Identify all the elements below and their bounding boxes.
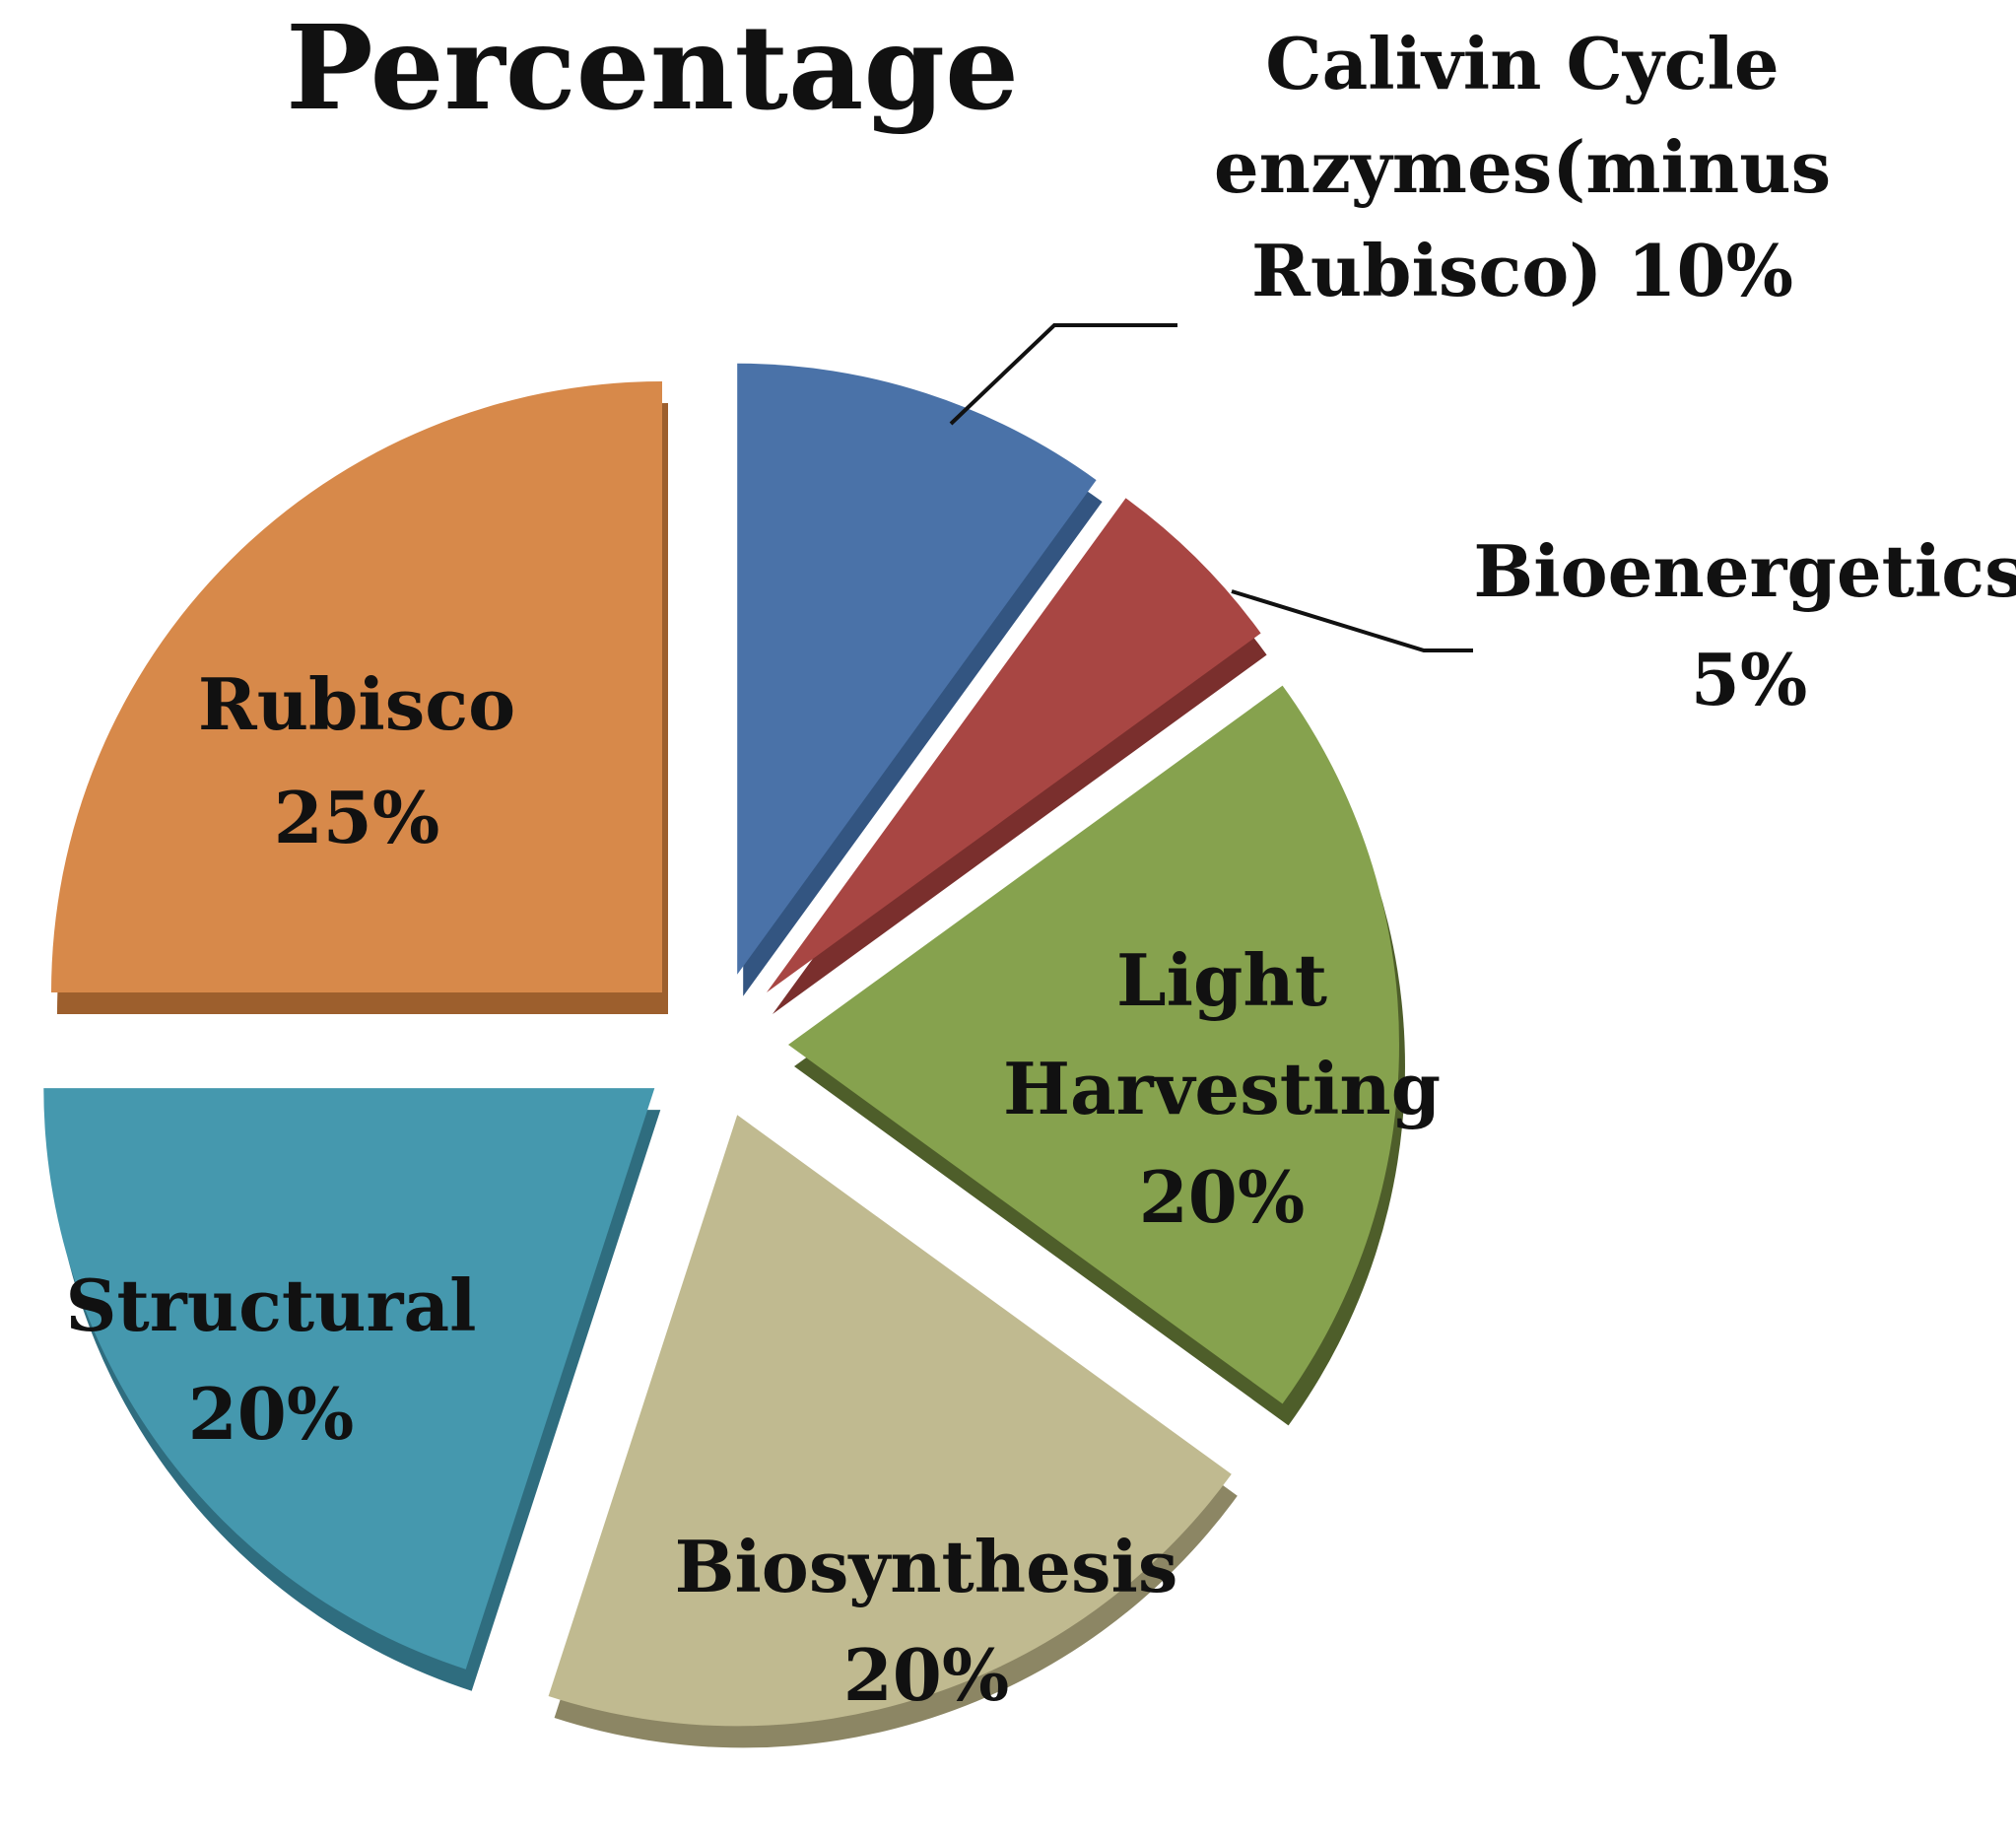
leader-line-2: [1231, 589, 1473, 652]
slice-label-5-line-2: 20%: [188, 1372, 355, 1456]
slice-label-4-line-1: Biosynthesis: [675, 1525, 1178, 1608]
leader-lines-layer: [949, 323, 1473, 652]
pie-slice-6: [51, 381, 662, 992]
pie-slice-2: [767, 498, 1261, 992]
slice-tops-layer: [43, 363, 1399, 1727]
slice-label-3-line-2: Harvesting: [1003, 1047, 1441, 1130]
slice-label-1-line-3: Rubisco) 10%: [1251, 229, 1793, 312]
slice-label-2-line-1: Bioenergetics: [1473, 529, 2016, 613]
pie-slice-4: [548, 1115, 1232, 1727]
pie-slice-3: [788, 685, 1399, 1404]
labels-layer: Calivin Cycle enzymes(minus Rubisco) 10% Bi…: [66, 22, 2016, 1717]
slice-label-5-line-1: Structural: [66, 1263, 477, 1347]
chart-title: Percentage: [286, 0, 1019, 136]
slice-label-3: Light Harvesting 20%: [1003, 938, 1441, 1239]
slice-label-5: Structural 20%: [66, 1263, 477, 1456]
slice-label-4-line-2: 20%: [843, 1633, 1010, 1717]
pie-slice-5: [43, 1088, 655, 1670]
slice-label-1-line-2: enzymes(minus: [1214, 125, 1831, 209]
slice-label-3-line-1: Light: [1116, 938, 1327, 1022]
slice-label-1-line-1: Calivin Cycle: [1265, 22, 1779, 105]
slice-label-4: Biosynthesis 20%: [675, 1525, 1178, 1717]
slice-label-6-line-1: Rubisco: [198, 662, 515, 746]
leader-line-1: [949, 323, 1177, 426]
slice-label-2: Bioenergetics 5%: [1473, 529, 2016, 721]
slice-label-1: Calivin Cycle enzymes(minus Rubisco) 10%: [1214, 22, 1831, 312]
pie-slice-1: [737, 363, 1097, 975]
slice-label-6-line-2: 25%: [274, 776, 440, 859]
slice-label-2-line-2: 5%: [1691, 638, 1808, 721]
slice-label-3-line-3: 20%: [1139, 1155, 1306, 1239]
slice-label-6: Rubisco 25%: [198, 662, 515, 859]
